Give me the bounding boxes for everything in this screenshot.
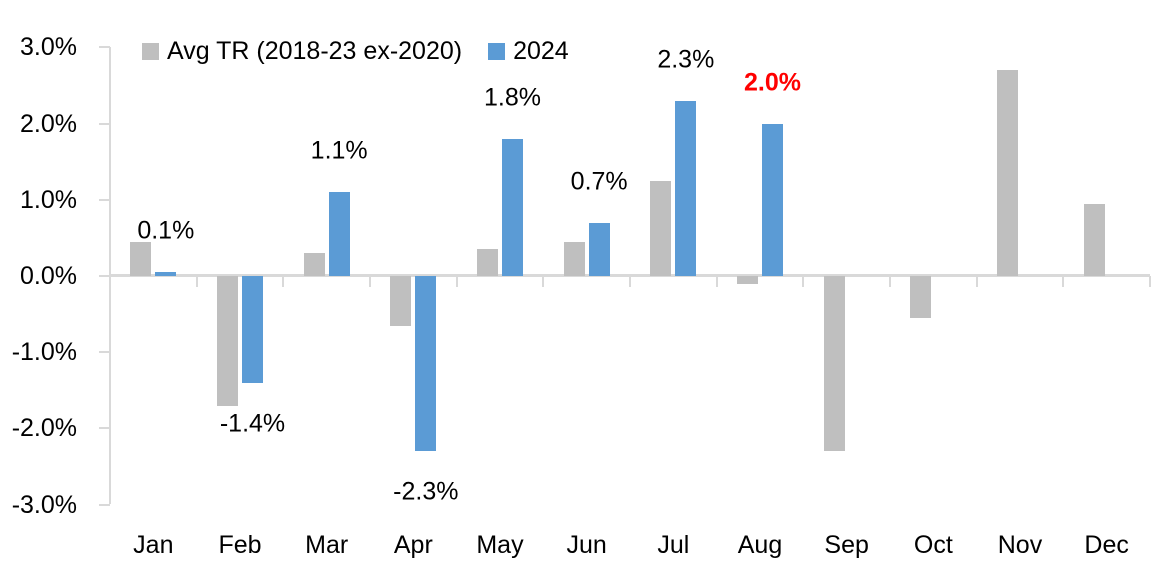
y-axis-label-2.0%: 2.0%: [20, 109, 77, 138]
x-axis-tick: [282, 276, 285, 287]
zero-line: [109, 274, 1150, 277]
x-axis-tick: [889, 276, 891, 287]
y-axis-label-3.0%: 3.0%: [20, 33, 77, 62]
data-label-2024-jul: 2.3%: [657, 45, 715, 74]
x-axis-tick: [369, 276, 371, 287]
y-axis-tick: [99, 122, 110, 125]
bar-avg-mar: [303, 253, 325, 276]
x-axis-label-feb: Feb: [218, 531, 262, 559]
y-axis-tick: [99, 198, 110, 201]
x-axis-tick: [802, 276, 805, 287]
data-label-2024-jun: 0.7%: [570, 167, 628, 196]
bar-2024-apr: [415, 276, 437, 452]
x-axis-label-mar: Mar: [305, 531, 349, 559]
x-axis-tick: [629, 276, 631, 287]
data-label-2024-may: 1.8%: [484, 83, 541, 112]
x-axis-label-may: May: [476, 531, 524, 559]
legend-label-2024: 2024: [513, 36, 569, 65]
x-axis-tick: [975, 276, 978, 287]
y-axis-tick: [99, 351, 110, 354]
bar-avg-jul: [650, 180, 672, 276]
bar-2024-feb: [242, 276, 263, 383]
data-label-2024-mar: 1.1%: [310, 136, 368, 165]
x-axis-label-aug: Aug: [737, 531, 783, 559]
x-axis-tick: [715, 276, 718, 287]
bar-2024-mar: [328, 192, 350, 276]
x-axis-tick: [542, 276, 545, 287]
bar-2024-may: [502, 138, 523, 276]
chart-legend: Avg TR (2018-23 ex-2020) 2024: [142, 36, 569, 66]
x-axis-label-jun: Jun: [566, 531, 607, 559]
y-axis-label--1.0%: -1.0%: [11, 338, 77, 367]
bar-2024-jul: [675, 100, 697, 276]
x-axis-label-apr: Apr: [393, 531, 433, 559]
x-axis-label-jul: Jul: [657, 531, 690, 559]
y-axis-label--3.0%: -3.0%: [11, 490, 77, 519]
bar-avg-jun: [563, 241, 585, 276]
x-axis-label-jan: Jan: [133, 531, 174, 559]
bar-avg-sep: [823, 276, 845, 452]
legend-swatch-avg-tr: [142, 42, 159, 60]
x-axis-tick: [195, 276, 198, 287]
bar-avg-may: [477, 249, 498, 276]
x-axis-tick: [1062, 276, 1065, 287]
bar-avg-jan: [130, 241, 152, 276]
legend-swatch-2024: [488, 42, 506, 60]
x-axis-label-nov: Nov: [997, 531, 1043, 559]
x-axis-label-oct: Oct: [913, 531, 953, 559]
y-axis-tick: [99, 275, 110, 277]
bar-avg-nov: [997, 70, 1018, 276]
y-axis-label--2.0%: -2.0%: [11, 414, 77, 443]
bar-2024-aug: [762, 123, 783, 276]
legend-label-avg-tr: Avg TR (2018-23 ex-2020): [167, 36, 463, 65]
x-axis-tick: [1149, 276, 1151, 287]
y-axis-tick: [99, 427, 110, 430]
x-axis-label-sep: Sep: [824, 531, 869, 559]
x-axis-label-dec: Dec: [1084, 531, 1129, 559]
bar-2024-jan: [155, 272, 177, 276]
data-label-2024-apr: -2.3%: [393, 477, 459, 506]
y-axis-tick: [99, 46, 110, 49]
data-label-2024-aug: 2.0%: [744, 68, 801, 97]
y-axis-label-1.0%: 1.0%: [20, 185, 77, 214]
bar-avg-aug: [737, 276, 758, 284]
x-axis-tick: [455, 276, 458, 287]
bar-avg-dec: [1083, 203, 1105, 276]
data-label-2024-jan: 0.1%: [137, 216, 195, 245]
bar-avg-apr: [390, 276, 412, 326]
y-axis-tick: [99, 503, 110, 506]
bar-avg-oct: [910, 276, 932, 318]
bar-2024-jun: [588, 222, 610, 276]
bar-avg-feb: [217, 276, 238, 406]
data-label-2024-feb: -1.4%: [219, 409, 286, 438]
y-axis-label-0.0%: 0.0%: [20, 262, 77, 290]
